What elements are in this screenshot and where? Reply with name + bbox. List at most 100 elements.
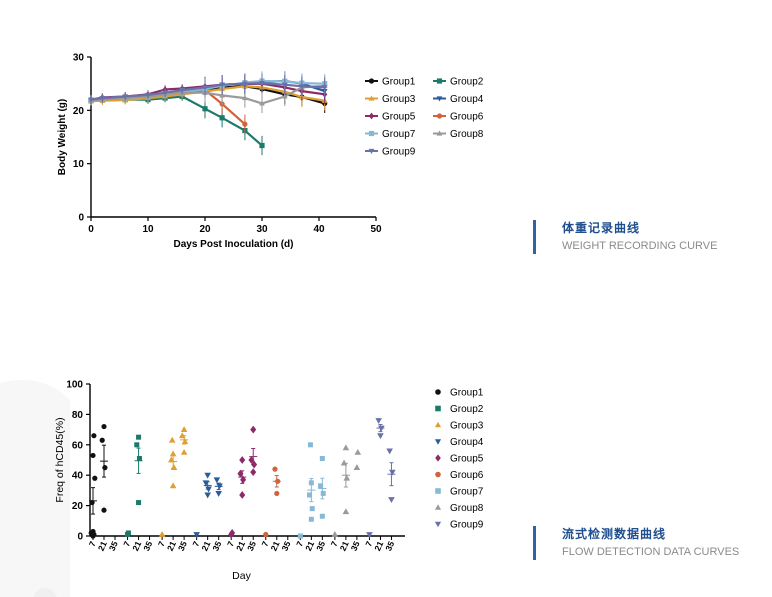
- data-point: [180, 448, 188, 455]
- legend-label: Group8: [450, 503, 484, 514]
- data-point: [90, 452, 96, 459]
- x-tick-label: 35: [176, 539, 189, 552]
- x-tick-label: 20: [199, 224, 211, 235]
- data-point: [180, 426, 188, 432]
- x-tick-label: 0: [88, 224, 94, 235]
- x-tick-label: 7: [225, 539, 236, 548]
- x-tick-label: 35: [210, 539, 223, 552]
- data-point: [213, 477, 221, 484]
- legend-marker: [434, 421, 442, 428]
- data-point: [375, 418, 382, 424]
- y-tick-label: 100: [66, 380, 83, 391]
- legend-item-group6: Group6: [433, 112, 484, 123]
- data-point: [242, 95, 248, 101]
- legend-label: Group4: [450, 437, 484, 448]
- flow-caption-title-cn: 流式检测数据曲线: [562, 527, 667, 541]
- legend-marker: [368, 130, 375, 137]
- y-tick-label: 40: [72, 471, 84, 482]
- legend-item-group1: Group1: [365, 77, 416, 88]
- legend-marker: [434, 439, 442, 445]
- legend-marker: [368, 148, 375, 154]
- data-point: [319, 455, 325, 461]
- legend-marker: [434, 504, 442, 510]
- legend-label: Group6: [450, 112, 484, 123]
- legend-label: Group5: [382, 112, 416, 123]
- data-point: [193, 532, 200, 538]
- data-point: [92, 475, 98, 481]
- x-axis-title: Day: [232, 570, 251, 582]
- group-group6: [263, 466, 281, 538]
- legend-item-group1: Group1: [435, 388, 484, 399]
- x-tick-label: 21: [269, 539, 282, 552]
- legend: Group1 Group2 Group3 Group4 Group5 Group6 Grou…: [434, 388, 484, 531]
- legend-marker: [368, 95, 375, 101]
- y-tick-label: 10: [73, 159, 85, 170]
- flow-caption-title-en: FLOW DETECTION DATA CURVES: [562, 546, 740, 558]
- legend-label: Group9: [450, 520, 484, 531]
- x-tick-label: 35: [383, 539, 396, 552]
- data-point: [202, 85, 208, 91]
- data-point: [318, 483, 324, 489]
- data-point: [134, 442, 140, 448]
- legend-item-group8: Group8: [433, 129, 484, 140]
- legend-item-group4: Group4: [434, 437, 484, 448]
- x-tick-label: 35: [245, 539, 258, 552]
- data-point: [320, 490, 326, 496]
- legend-item-group5: Group5: [365, 112, 416, 123]
- legend-marker: [435, 405, 441, 412]
- legend-item-group4: Group4: [433, 94, 484, 105]
- legend-label: Group2: [450, 77, 484, 88]
- data-point: [219, 92, 225, 98]
- data-point: [389, 469, 396, 476]
- legend-item-group3: Group3: [365, 94, 416, 105]
- y-tick-label: 0: [77, 532, 83, 543]
- points-layer: [88, 418, 396, 539]
- x-tick-label: 35: [280, 539, 293, 552]
- y-tick-label: 60: [72, 440, 84, 451]
- legend-item-group8: Group8: [434, 503, 484, 514]
- group-group9: [366, 418, 396, 538]
- data-point: [281, 93, 288, 99]
- data-point: [168, 436, 176, 443]
- data-point: [308, 516, 314, 522]
- data-point: [169, 482, 177, 489]
- data-point: [102, 465, 108, 471]
- data-point: [250, 425, 257, 434]
- flow-caption: 流式检测数据曲线 FLOW DETECTION DATA CURVES: [533, 526, 739, 560]
- data-point: [145, 92, 151, 98]
- legend-label: Group3: [382, 94, 416, 105]
- legend-marker: [436, 96, 443, 102]
- weight-caption-title-en: WEIGHT RECORDING CURVE: [562, 240, 718, 252]
- data-point: [204, 492, 211, 499]
- data-point: [340, 459, 348, 466]
- group-group2: [125, 434, 143, 537]
- data-point: [158, 531, 166, 537]
- data-point: [239, 456, 246, 464]
- legend-label: Group6: [450, 470, 484, 481]
- x-tick-label: 21: [338, 539, 351, 552]
- data-point: [263, 531, 269, 538]
- x-tick-label: 7: [260, 539, 271, 548]
- x-tick-label: 7: [121, 539, 132, 548]
- data-point: [319, 513, 325, 519]
- data-point: [202, 106, 208, 112]
- legend-item-group2: Group2: [433, 77, 484, 88]
- x-tick-label: 35: [141, 539, 154, 552]
- data-point: [219, 115, 225, 121]
- data-point: [99, 437, 105, 443]
- data-point: [386, 448, 393, 455]
- x-tick-label: 21: [303, 539, 316, 552]
- legend-label: Group1: [382, 77, 416, 88]
- x-tick-label: 35: [107, 539, 120, 552]
- x-tick-label: 35: [349, 539, 362, 552]
- legend-marker: [436, 113, 443, 119]
- data-point: [342, 508, 350, 515]
- weight-line-chart: 0 10 20 30 40 50 0 10 20 30 Days Post Inoculation …: [57, 53, 484, 251]
- data-point: [388, 497, 395, 503]
- legend-item-group7: Group7: [365, 129, 416, 140]
- x-tick-label: 21: [234, 539, 247, 552]
- legend-marker: [435, 488, 441, 494]
- data-point: [343, 474, 351, 481]
- data-point: [297, 533, 303, 539]
